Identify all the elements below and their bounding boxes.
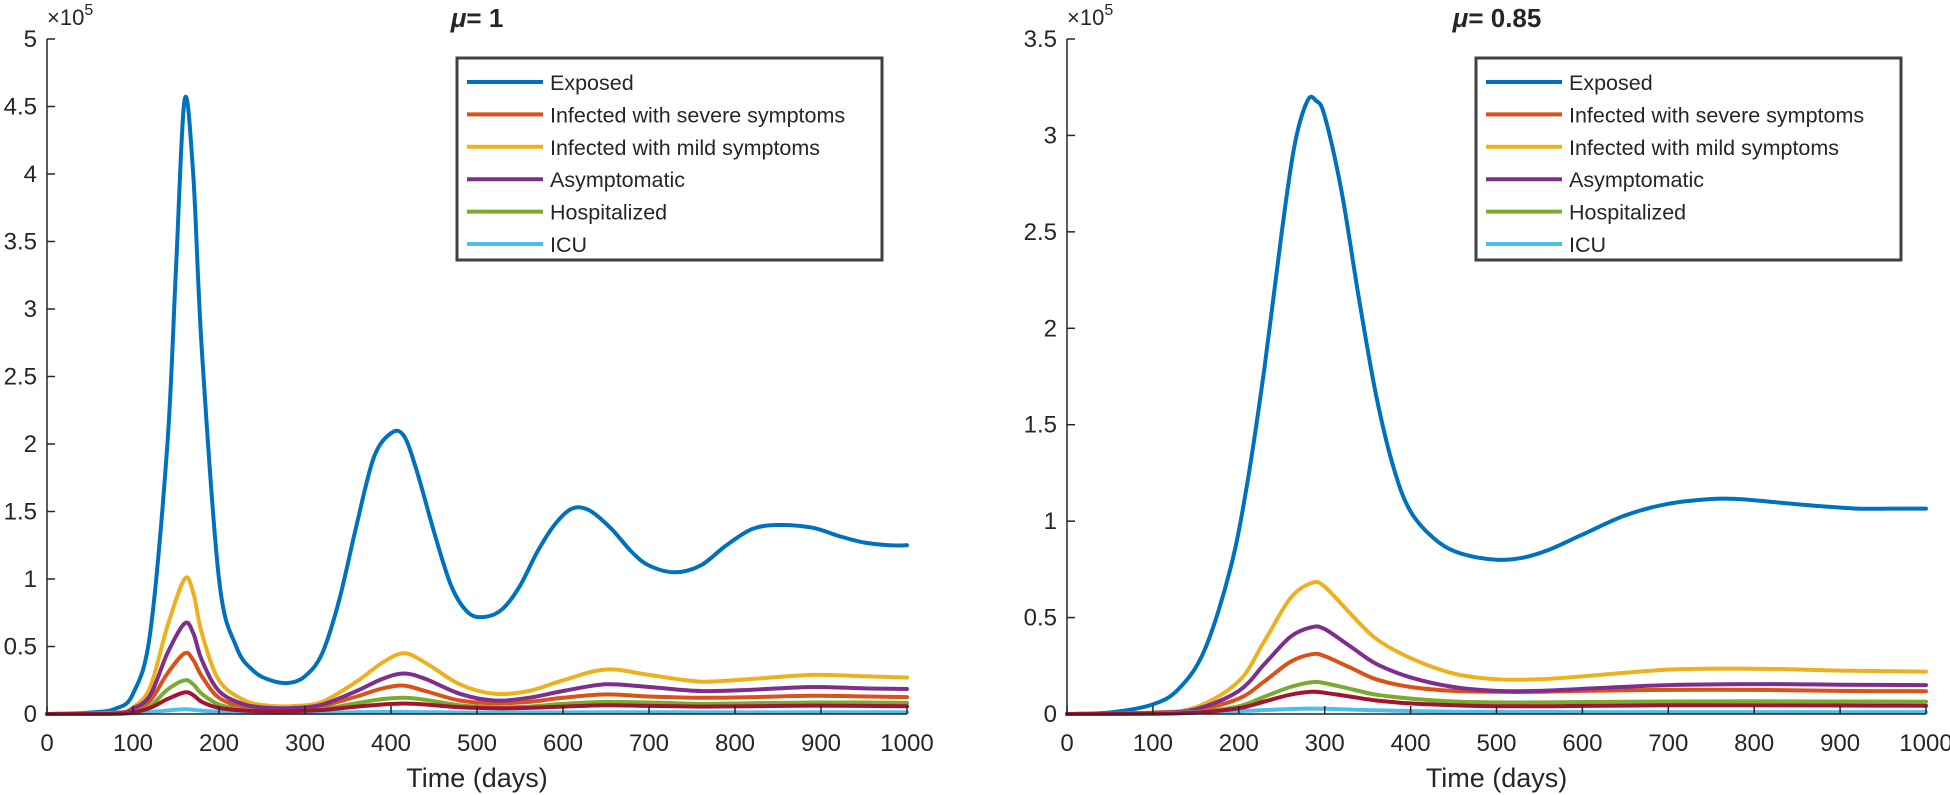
y-exponent-base: ×10 <box>47 5 84 30</box>
x-tick-label: 700 <box>1648 730 1688 757</box>
y-tick-label: 0 <box>24 701 37 728</box>
y-tick-label: 4 <box>24 161 37 188</box>
x-tick-label: 300 <box>1305 730 1345 757</box>
x-tick-label: 500 <box>1476 730 1516 757</box>
x-tick-label: 300 <box>285 730 325 757</box>
y-tick-label: 2 <box>24 431 37 458</box>
chart-panel-mu-1: 0 100 200 300 400 500 600 700 800 900 1000 0 0.5 1 1.5… <box>4 2 934 793</box>
y-tick-label: 2.5 <box>4 364 37 391</box>
legend-label: Hospitalized <box>1569 201 1686 225</box>
y-tick-label: 3.5 <box>1024 26 1057 53</box>
y-tick-label: 1 <box>1044 508 1057 535</box>
series-line-asymptomatic <box>1065 624 1928 716</box>
y-tick-label: 2.5 <box>1024 219 1057 246</box>
x-tick-label: 0 <box>40 730 53 757</box>
legend-label: Asymptomatic <box>1569 168 1704 192</box>
legend-label: Infected with severe symptoms <box>550 103 845 127</box>
y-tick-label: 4.5 <box>4 94 37 121</box>
legend-box <box>1474 56 1903 262</box>
y-tick-label: 1 <box>24 566 37 593</box>
y-tick-label: 5 <box>24 26 37 53</box>
y-exponent-power: 5 <box>1104 2 1113 19</box>
x-tick-label: 100 <box>1133 730 1173 757</box>
x-tick-label: 200 <box>199 730 239 757</box>
legend-label: Exposed <box>550 71 634 95</box>
legend-label: Infected with mild symptoms <box>1569 136 1839 160</box>
y-tick-label: 0.5 <box>1024 605 1057 632</box>
x-tick-label: 1000 <box>880 730 933 757</box>
x-tick-label: 800 <box>1734 730 1774 757</box>
y-tick-label: 3.5 <box>4 229 37 256</box>
series-line-infected-with-severe-symptoms <box>45 650 909 716</box>
y-tick-label: 1.5 <box>4 499 37 526</box>
y-tick-label: 3 <box>24 296 37 323</box>
axes: 0 100 200 300 400 500 600 700 800 900 1000 0 0.5 1 1.5… <box>1024 2 1950 757</box>
x-axis-label: Time (days) <box>406 763 548 793</box>
series-line-infected-with-mild-symptoms <box>45 575 909 716</box>
x-axis-label: Time (days) <box>1426 763 1568 793</box>
y-exponent-base: ×10 <box>1067 5 1104 30</box>
x-tick-label: 200 <box>1219 730 1259 757</box>
chart-panel-mu-085: 0 100 200 300 400 500 600 700 800 900 1000 0 0.5 1 1.5… <box>1024 2 1950 793</box>
series-line-deaths <box>45 690 909 716</box>
x-tick-label: 1000 <box>1899 730 1950 757</box>
legend: Exposed Infected with severe symptoms Infe… <box>1474 56 1903 262</box>
legend-label: Infected with severe symptoms <box>1569 103 1864 127</box>
x-tick-label: 600 <box>543 730 583 757</box>
legend-label: Exposed <box>1569 71 1653 95</box>
legend-label: Infected with mild symptoms <box>550 136 820 160</box>
x-tick-label: 900 <box>801 730 841 757</box>
title-symbol: μ <box>450 3 467 33</box>
legend-label: Asymptomatic <box>550 168 685 192</box>
series-line-infected-with-severe-symptoms <box>1065 651 1928 716</box>
y-exponent-power: 5 <box>84 2 93 19</box>
series-line-infected-with-mild-symptoms <box>1065 579 1928 716</box>
legend-label: ICU <box>1569 233 1606 257</box>
x-tick-label: 400 <box>1391 730 1431 757</box>
title-value: = 0.85 <box>1468 3 1541 33</box>
series-line-hospitalized <box>45 678 909 716</box>
y-exponent-label: ×105 <box>47 2 93 30</box>
series-lines <box>1065 94 1928 716</box>
x-tick-label: 400 <box>371 730 411 757</box>
chart-title: μ= 1 <box>450 3 504 33</box>
y-tick-label: 0 <box>1044 701 1057 728</box>
series-line-exposed <box>45 95 909 716</box>
legend-label: Hospitalized <box>550 201 667 225</box>
y-exponent-label: ×105 <box>1067 2 1113 30</box>
legend-box <box>455 56 884 262</box>
title-value: = 1 <box>466 3 503 33</box>
chart-title: μ= 0.85 <box>1452 3 1542 33</box>
title-symbol: μ <box>1452 3 1469 33</box>
x-tick-label: 800 <box>715 730 755 757</box>
legend-label: ICU <box>550 233 587 257</box>
y-tick-label: 0.5 <box>4 634 37 661</box>
series-line-exposed <box>1065 94 1928 716</box>
x-tick-label: 500 <box>457 730 497 757</box>
y-tick-label: 2 <box>1044 315 1057 342</box>
x-tick-label: 700 <box>629 730 669 757</box>
series-lines <box>45 95 909 716</box>
axes: 0 100 200 300 400 500 600 700 800 900 1000 0 0.5 1 1.5… <box>4 2 934 757</box>
y-tick-label: 3 <box>1044 122 1057 149</box>
x-tick-label: 900 <box>1820 730 1860 757</box>
x-tick-label: 0 <box>1060 730 1073 757</box>
legend: Exposed Infected with severe symptoms Infe… <box>455 56 884 262</box>
y-tick-label: 1.5 <box>1024 412 1057 439</box>
x-tick-label: 600 <box>1562 730 1602 757</box>
x-tick-label: 100 <box>113 730 153 757</box>
series-line-asymptomatic <box>45 620 909 716</box>
